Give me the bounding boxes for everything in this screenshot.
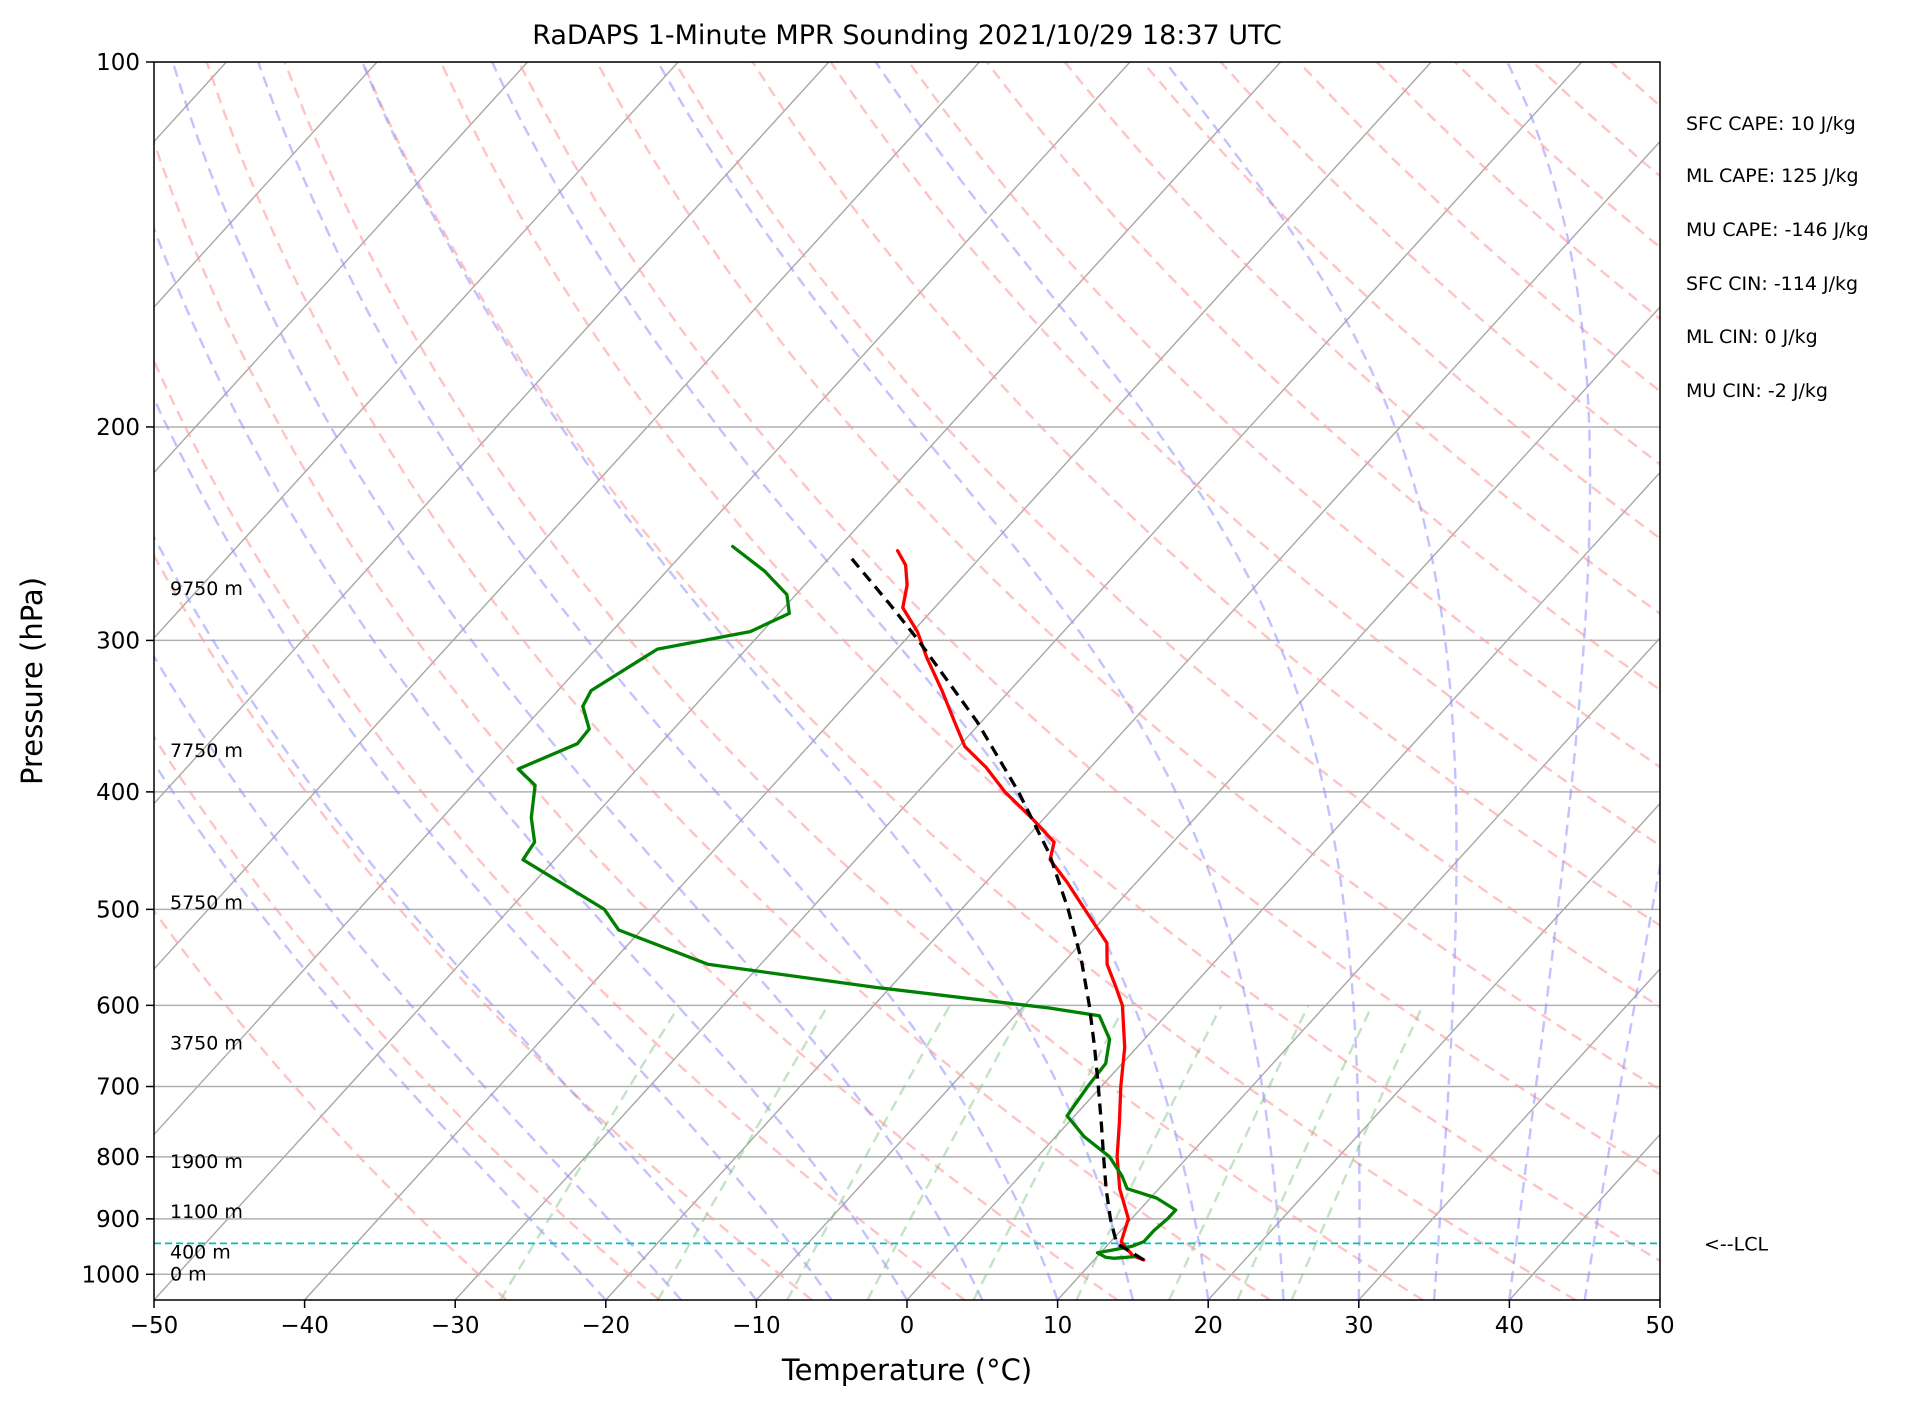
- dry-adiabat: [439, 62, 1660, 1263]
- stat-ml-cape: ML CAPE: 125 J/kg: [1686, 165, 1859, 187]
- chart-title: RaDAPS 1-Minute MPR Sounding 2021/10/29 …: [532, 20, 1282, 51]
- height-label: 1100 m: [170, 1201, 243, 1223]
- y-tick-label: 200: [96, 415, 140, 441]
- x-tick-label: −20: [582, 1313, 631, 1339]
- x-tick-label: 20: [1194, 1313, 1223, 1339]
- isotherm-line: [1659, 1298, 1660, 1300]
- y-tick-label: 600: [96, 993, 140, 1019]
- isotherm-line: [605, 140, 1660, 1300]
- y-tick-label: 800: [96, 1145, 140, 1171]
- moist-adiabat: [490, 62, 1210, 1300]
- x-axis-label: Temperature (°C): [781, 1353, 1032, 1387]
- moist-adiabat: [171, 62, 984, 1300]
- y-tick-label: 500: [96, 897, 140, 923]
- isotherm-line: [1057, 636, 1660, 1300]
- dry-adiabat: [283, 62, 1424, 1300]
- moist-adiabat: [154, 760, 607, 1300]
- moist-adiabat: [154, 225, 909, 1300]
- mixing-ratio-line: [1075, 1004, 1223, 1300]
- moist-adiabat: [1658, 1293, 1660, 1300]
- lcl-label: <--LCL: [1704, 1233, 1768, 1255]
- stat-ml-cin: ML CIN: 0 J/kg: [1686, 326, 1818, 348]
- dewpoint-profile: [516, 544, 1178, 1260]
- reference-lines: [154, 62, 1912, 1300]
- moist-adiabat: [1164, 62, 1458, 1300]
- isotherm-line: [1811, 62, 1912, 1300]
- moist-adiabat: [874, 62, 1361, 1300]
- plot-background: [154, 62, 1660, 1300]
- stat-mu-cape: MU CAPE: -146 J/kg: [1686, 219, 1869, 241]
- stat-sfc-cin: SFC CIN: -114 J/kg: [1686, 273, 1858, 295]
- moist-adiabat: [154, 396, 833, 1300]
- y-tick-label: 1000: [81, 1262, 140, 1288]
- stat-mu-cin: MU CIN: -2 J/kg: [1686, 380, 1828, 402]
- y-axis-label: Pressure (hPa): [15, 577, 49, 785]
- height-label: 5750 m: [170, 892, 243, 914]
- parcel-path: [847, 553, 1145, 1262]
- isotherm-line: [906, 471, 1660, 1300]
- dry-adiabat: [361, 62, 1577, 1300]
- y-tick-label: 100: [96, 50, 140, 76]
- mixing-ratio-line: [1290, 1004, 1424, 1300]
- dry-adiabat: [673, 62, 1660, 1009]
- isotherm-line: [1358, 967, 1660, 1300]
- stats-panel: SFC CAPE: 10 J/kg ML CAPE: 125 J/kg MU C…: [1686, 113, 1869, 402]
- profile-lines: [516, 544, 1178, 1262]
- isotherm-line: [154, 62, 529, 474]
- dry-adiabat: [154, 734, 661, 1300]
- height-label: 7750 m: [170, 740, 243, 762]
- x-tick-label: −40: [280, 1313, 329, 1339]
- mixing-ratio-line: [499, 1004, 681, 1300]
- isotherm-line: [154, 62, 679, 640]
- isotherm-line: [154, 62, 1282, 1300]
- isotherm-line: [1207, 802, 1660, 1300]
- dry-adiabat: [154, 909, 508, 1300]
- isotherm-line: [154, 62, 378, 309]
- chart-labels: 9750 m 7750 m 5750 m 3750 m 1900 m 1100 m 400 …: [170, 578, 243, 1285]
- x-tick-label: −30: [431, 1313, 480, 1339]
- y-tick-label: 300: [96, 628, 140, 654]
- mixing-ratio-line: [786, 1004, 951, 1300]
- axis-ticks: −50 −40 −30 −20 −10 0 10 20 30 40 50 100 200 300 400 50…: [81, 50, 1674, 1339]
- y-tick-label: 400: [96, 780, 140, 806]
- dry-adiabat: [154, 358, 966, 1300]
- height-label: 9750 m: [170, 578, 243, 600]
- x-tick-label: 10: [1043, 1313, 1072, 1339]
- isotherm-line: [154, 62, 830, 805]
- moist-adiabat: [257, 62, 1059, 1300]
- isotherm-line: [454, 62, 1583, 1300]
- mixing-ratio-line: [866, 1004, 1027, 1300]
- moist-adiabat: [154, 534, 758, 1300]
- mixing-ratio-line: [1168, 1004, 1310, 1300]
- height-label: 1900 m: [170, 1151, 243, 1173]
- height-label: 3750 m: [170, 1032, 243, 1054]
- dry-adiabat: [154, 138, 1119, 1300]
- dry-adiabat: [907, 62, 1660, 769]
- moist-adiabat: [1506, 62, 1592, 1300]
- x-tick-label: −50: [130, 1313, 179, 1339]
- stat-sfc-cape: SFC CAPE: 10 J/kg: [1686, 113, 1856, 135]
- mixing-ratio-line: [1236, 1004, 1374, 1300]
- height-label: 400 m: [170, 1241, 231, 1263]
- moist-adiabat: [656, 62, 1285, 1300]
- x-tick-label: −10: [732, 1313, 781, 1339]
- x-tick-label: 0: [900, 1313, 915, 1339]
- dry-adiabat: [154, 553, 813, 1300]
- dry-adiabat: [751, 62, 1660, 927]
- moist-adiabat: [154, 654, 682, 1300]
- mixing-ratio-line: [656, 1004, 829, 1300]
- x-tick-label: 40: [1495, 1313, 1524, 1339]
- moist-adiabat: [361, 62, 1135, 1300]
- y-tick-label: 700: [96, 1075, 140, 1101]
- isotherm-line: [154, 62, 1131, 1136]
- height-label: 0 m: [170, 1263, 207, 1285]
- x-tick-label: 30: [1344, 1313, 1373, 1339]
- x-tick-label: 50: [1645, 1313, 1674, 1339]
- mixing-ratio-line: [972, 1004, 1127, 1300]
- y-tick-label: 900: [96, 1207, 140, 1233]
